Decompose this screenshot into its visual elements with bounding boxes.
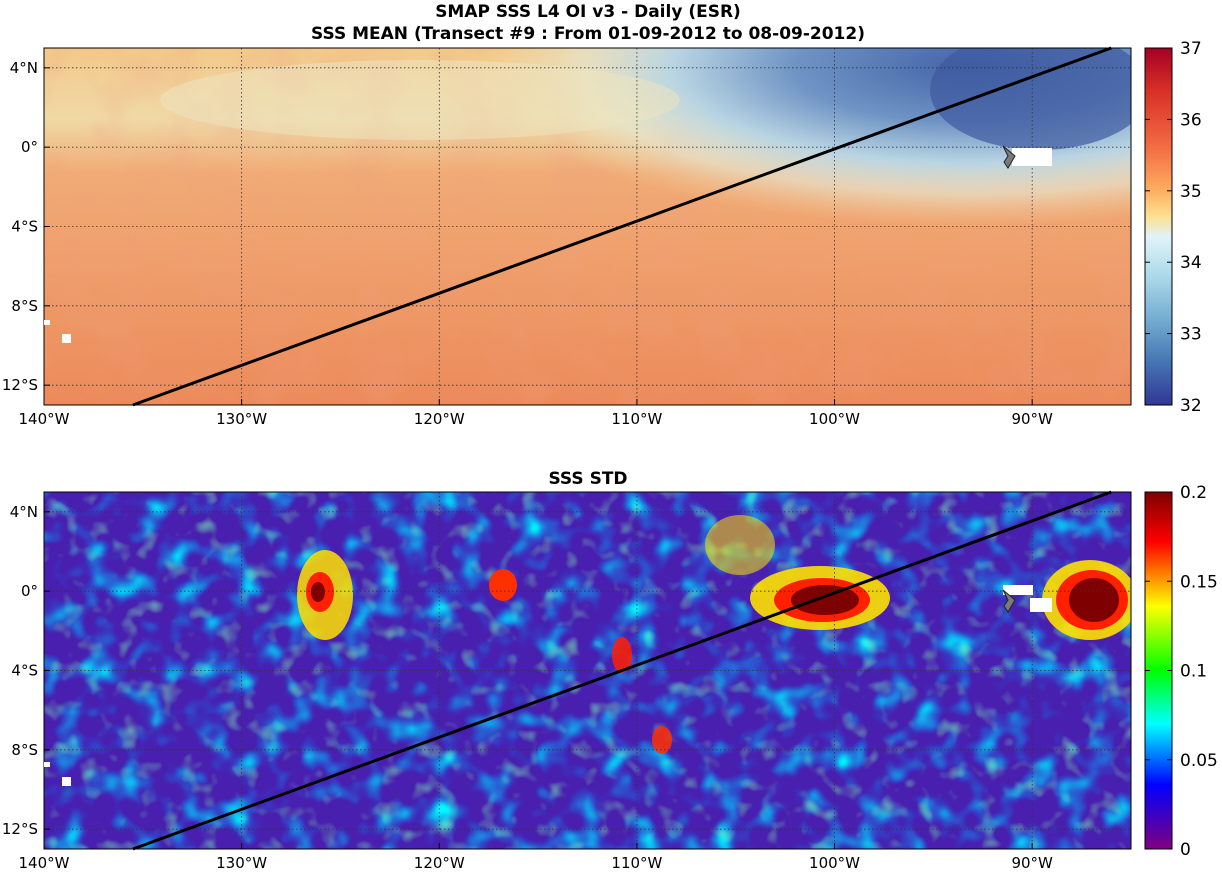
std-x-axis: 140°W 130°W 120°W 110°W 100°W 90°W	[19, 843, 1053, 872]
std-gridlines	[44, 492, 1131, 849]
transect-line	[132, 46, 1112, 407]
figure-title-line1: SMAP SSS L4 OI v3 - Daily (ESR)	[435, 2, 741, 22]
colorbar-tick-label: 32	[1180, 396, 1202, 416]
mean-land-masks	[44, 148, 1052, 343]
x-tick-label: 110°W	[611, 410, 662, 428]
colorbar-tick-label: 37	[1180, 39, 1202, 59]
x-tick-label: 90°W	[1011, 410, 1053, 428]
mean-colorbar: 37 36 35 34 33 32	[1144, 39, 1202, 416]
x-tick-label: 140°W	[19, 410, 70, 428]
colorbar-tick-label: 36	[1180, 110, 1202, 130]
y-tick-label: 4°N	[10, 503, 38, 521]
figure-title-line2: SSS MEAN (Transect #9 : From 01-09-2012 …	[311, 24, 865, 44]
std-land-masks	[44, 585, 1052, 786]
colorbar-tick-label: 0	[1180, 840, 1191, 860]
mean-salinity-field	[44, 48, 1131, 405]
y-tick-label: 0°	[21, 582, 38, 600]
mean-y-axis: 4°N 0° 4°S 8°S 12°S	[2, 59, 50, 394]
x-tick-label: 140°W	[19, 854, 70, 871]
y-tick-label: 12°S	[2, 376, 38, 394]
x-tick-label: 100°W	[809, 854, 860, 871]
y-tick-label: 8°S	[11, 297, 38, 315]
island-marker-icon	[1002, 145, 1016, 169]
y-tick-label: 4°S	[11, 218, 38, 236]
colorbar-tick-label: 33	[1180, 325, 1202, 345]
x-tick-label: 120°W	[414, 410, 465, 428]
colorbar-tick-label: 35	[1180, 182, 1202, 202]
island-marker-icon	[1002, 589, 1016, 613]
std-colorbar: 0.2 0.15 0.1 0.05 0	[1144, 483, 1218, 860]
x-tick-label: 90°W	[1011, 854, 1053, 871]
std-y-axis: 4°N 0° 4°S 8°S 12°S	[2, 503, 50, 838]
mean-gridlines	[44, 48, 1131, 405]
x-tick-label: 110°W	[611, 854, 662, 871]
mean-x-axis: 140°W 130°W 120°W 110°W 100°W 90°W	[19, 399, 1053, 428]
y-tick-label: 4°S	[11, 662, 38, 680]
x-tick-label: 130°W	[216, 854, 267, 871]
mean-colorbar-ticks: 37 36 35 34 33 32	[1145, 39, 1202, 416]
mean-map-panel: 140°W 130°W 120°W 110°W 100°W 90°W 4°N 0° 4°S 8°…	[2, 46, 1132, 428]
colorbar-tick-label: 0.05	[1180, 751, 1218, 771]
colorbar-tick-label: 34	[1180, 253, 1202, 273]
std-colorbar-ticks: 0.2 0.15 0.1 0.05 0	[1145, 483, 1218, 860]
y-tick-label: 12°S	[2, 820, 38, 838]
y-tick-label: 4°N	[10, 59, 38, 77]
transect-line	[132, 490, 1112, 851]
colorbar-tick-label: 0.2	[1180, 483, 1207, 503]
x-tick-label: 120°W	[414, 854, 465, 871]
y-tick-label: 0°	[21, 138, 38, 156]
std-map-panel: 140°W 130°W 120°W 110°W 100°W 90°W 4°N 0° 4°S 8°…	[2, 490, 1132, 872]
y-tick-label: 8°S	[11, 741, 38, 759]
x-tick-label: 100°W	[809, 410, 860, 428]
x-tick-label: 130°W	[216, 410, 267, 428]
colorbar-tick-label: 0.15	[1180, 572, 1218, 592]
colorbar-tick-label: 0.1	[1180, 662, 1207, 682]
std-panel-title: SSS STD	[548, 469, 627, 489]
